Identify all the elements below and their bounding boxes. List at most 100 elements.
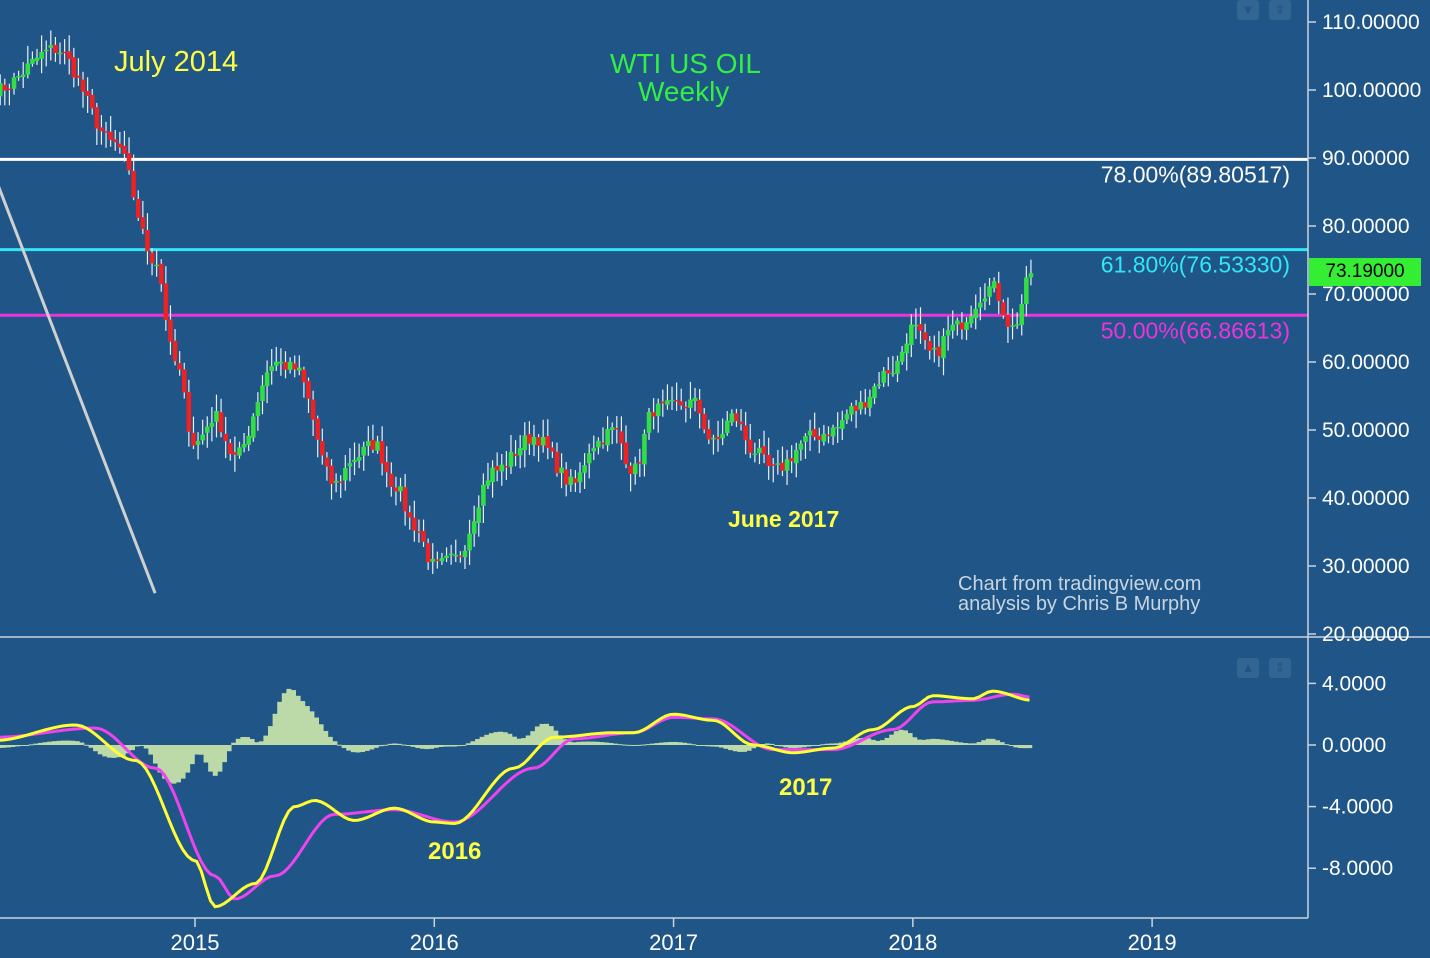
candle-up xyxy=(343,467,348,481)
histogram-bar xyxy=(718,745,724,748)
candle-up xyxy=(490,467,495,483)
candle-up xyxy=(453,554,459,557)
candle-up xyxy=(872,386,877,399)
candle-down xyxy=(76,75,81,78)
histogram-bar xyxy=(327,736,333,745)
candle-up xyxy=(250,416,256,438)
histogram-bar xyxy=(990,738,996,745)
candle-up xyxy=(333,480,339,483)
credit-line1: Chart from tradingview.com xyxy=(958,573,1202,595)
histogram-bar xyxy=(419,745,425,749)
candle-down xyxy=(789,458,794,462)
candle-up xyxy=(982,298,988,302)
histogram-bar xyxy=(539,723,545,745)
histogram-bar xyxy=(1018,745,1024,749)
histogram-bar xyxy=(189,745,195,765)
histogram-bar xyxy=(912,737,918,745)
signal-line xyxy=(0,692,1030,901)
candle-up xyxy=(255,401,261,416)
candle-down xyxy=(959,322,965,330)
histogram-bar xyxy=(47,741,53,745)
candle-up xyxy=(586,453,592,464)
candle-up xyxy=(522,435,528,450)
histogram-bar xyxy=(51,741,57,745)
annotation-macd-2017: 2017 xyxy=(779,774,833,801)
candle-down xyxy=(310,399,316,420)
histogram-bar xyxy=(585,741,591,745)
candle-down xyxy=(697,399,702,414)
histogram-bar xyxy=(263,735,269,745)
histogram-bar xyxy=(314,717,320,745)
candle-up xyxy=(278,361,284,364)
candle-down xyxy=(85,90,90,96)
histogram-bar xyxy=(571,742,577,745)
histogram-bar xyxy=(281,693,287,745)
candle-down xyxy=(1005,314,1011,327)
histogram-bar xyxy=(967,743,973,745)
candle-up xyxy=(485,480,491,486)
candle-down xyxy=(145,230,150,252)
candle-down xyxy=(131,171,136,198)
date-axis-ticks: 2015 2016 2017 2018 2019 xyxy=(171,918,1177,955)
candle-down xyxy=(163,283,169,320)
candle-down xyxy=(1001,302,1006,316)
histogram-bar xyxy=(723,745,729,749)
histogram-bar xyxy=(240,737,246,745)
histogram-bar xyxy=(548,726,554,745)
histogram-bar xyxy=(350,745,356,753)
candle-up xyxy=(444,555,449,559)
histogram-bar xyxy=(152,745,158,764)
histogram-bar xyxy=(433,745,439,748)
candle-up xyxy=(273,361,279,366)
candle-down xyxy=(600,442,606,445)
histogram-bar xyxy=(244,737,250,745)
candle-down xyxy=(826,434,831,437)
candle-down xyxy=(738,421,744,425)
date-tick-label: 2018 xyxy=(888,930,937,955)
price-axis-ticks: 110.00000 100.00000 90.00000 80.00000 70.000… xyxy=(1308,11,1421,646)
candle-down xyxy=(550,447,555,452)
scale-down-button[interactable]: ▼ xyxy=(1237,0,1259,20)
candle-up xyxy=(582,465,587,473)
histogram-bar xyxy=(567,741,573,745)
candle-down xyxy=(619,431,624,444)
candle-down xyxy=(536,437,541,446)
candle-down xyxy=(80,79,86,92)
histogram-bar xyxy=(916,739,922,745)
candle-down xyxy=(853,405,859,411)
candle-down xyxy=(927,341,933,351)
histogram-bar xyxy=(93,745,99,752)
candle-down xyxy=(122,145,127,154)
histogram-bar xyxy=(447,745,453,747)
macd-scale-up-button[interactable]: ▲ xyxy=(1237,658,1259,678)
candlestick-series xyxy=(0,30,1034,575)
histogram-bar xyxy=(958,742,964,745)
candle-up xyxy=(398,486,403,492)
candle-up xyxy=(347,463,353,467)
candle-down xyxy=(177,362,182,370)
macd-scale-expand-button[interactable]: ⇕ xyxy=(1269,658,1291,678)
candle-up xyxy=(57,52,63,55)
candle-down xyxy=(112,139,118,143)
scale-expand-button[interactable]: ⇕ xyxy=(1269,0,1291,20)
candle-down xyxy=(186,391,192,432)
candle-up xyxy=(987,286,992,297)
histogram-bar xyxy=(714,745,720,747)
candle-up xyxy=(375,441,380,451)
histogram-bar xyxy=(939,739,945,745)
histogram-bar xyxy=(884,737,890,745)
candle-down xyxy=(407,512,413,518)
candle-down xyxy=(393,487,399,492)
candle-down xyxy=(678,401,684,406)
candle-down xyxy=(573,478,578,483)
candle-down xyxy=(435,559,440,561)
histogram-bar xyxy=(576,741,582,745)
candle-down xyxy=(683,406,689,409)
histogram-bar xyxy=(42,742,48,745)
histogram-bar xyxy=(760,744,766,746)
candle-down xyxy=(816,435,822,440)
histogram-bar xyxy=(976,742,982,745)
histogram-bar xyxy=(861,737,867,745)
histogram-bar xyxy=(134,745,140,747)
candle-up xyxy=(711,437,716,440)
